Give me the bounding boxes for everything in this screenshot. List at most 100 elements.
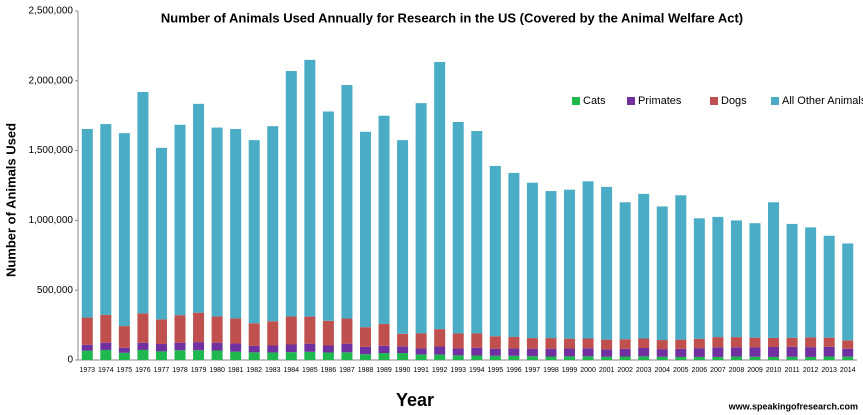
bar-segment [768,337,780,348]
x-tick-label: 1974 [98,367,114,374]
bar-segment [675,356,687,360]
bar-segment [174,124,186,316]
bar-segment [267,126,279,322]
bar-segment [730,347,742,357]
bar-segment [304,351,316,360]
bar-segment [322,345,334,353]
bar-segment [564,189,576,339]
bar-segment [174,315,186,343]
x-tick-label: 2013 [821,367,837,374]
bar-segment [211,342,223,351]
bar-segment [81,350,93,360]
bar-segment [619,356,631,360]
bar-segment [304,343,316,352]
bar-segment [267,345,279,353]
bar-segment [489,336,501,349]
bar-segment [322,352,334,360]
bar-segment [675,195,687,340]
bar-segment [378,115,390,324]
bar-segment [508,355,520,360]
bar-segment [508,348,520,356]
bar-segment [489,165,501,337]
bar-segment [712,337,724,348]
x-tick-label: 2011 [785,367,800,374]
bar-segment [118,347,130,353]
bar-segment [434,346,446,355]
bar-segment [155,343,167,352]
bar-segment [786,356,798,360]
bar-segment [601,186,613,340]
bar-segment [359,327,371,347]
x-tick-label: 1989 [376,367,392,374]
bar-segment [693,356,705,360]
y-tick-label: 500,000 [37,285,74,296]
x-tick-label: 1980 [209,367,225,374]
x-tick-label: 1986 [321,367,337,374]
x-tick-label: 2009 [747,367,763,374]
bar-segment [230,318,242,344]
bar-segment [267,321,279,346]
x-tick-label: 2003 [636,367,652,374]
x-tick-label: 1995 [488,367,504,374]
x-tick-label: 1982 [246,367,262,374]
bar-segment [415,354,427,360]
bar-segment [304,59,316,317]
x-tick-label: 1975 [117,367,133,374]
bar-segment [564,348,576,357]
bar-segment [285,352,297,360]
bar-segment [656,356,668,360]
legend-label: Dogs [721,95,747,107]
bar-segment [397,140,409,334]
bar-segment [100,124,112,315]
bar-segment [619,339,631,349]
bar-segment [823,337,835,347]
x-tick-label: 2010 [766,367,782,374]
bar-segment [730,220,742,338]
bar-segment [471,347,483,356]
bar-segment [526,182,538,339]
bar-segment [452,121,464,334]
bar-segment [693,348,705,357]
bar-segment [230,128,242,319]
bar-segment [768,202,780,338]
bar-segment [341,343,353,353]
bar-segment [452,355,464,360]
bar-segment [230,351,242,360]
bar-segment [304,316,316,344]
bar-segment [100,349,112,360]
x-tick-label: 2014 [840,367,856,374]
bar-segment [489,348,501,356]
bar-segment [248,345,260,353]
y-tick-label: 2,000,000 [29,75,74,86]
bar-segment [730,337,742,348]
bar-segment [805,347,817,357]
x-tick-label: 1979 [191,367,207,374]
bar-segment [545,191,557,339]
bar-segment [378,345,390,354]
x-tick-label: 2002 [617,367,633,374]
bar-segment [582,338,594,349]
chart-title: Number of Animals Used Annually for Rese… [161,10,743,25]
x-tick-label: 2001 [599,367,615,374]
bar-segment [805,356,817,360]
bar-segment [508,336,520,349]
bar-segment [526,338,538,349]
bar-segment [193,312,205,343]
bar-segment [823,356,835,360]
bar-segment [545,348,557,357]
bar-segment [823,235,835,338]
x-axis-label: Year [396,390,434,410]
x-tick-label: 1987 [339,367,355,374]
bar-segment [155,351,167,360]
x-tick-label: 1977 [154,367,170,374]
legend-label: Cats [583,95,606,107]
bar-segment [434,61,446,330]
bar-segment [174,342,186,351]
bar-segment [675,339,687,349]
bar-segment [322,320,334,346]
bar-segment [564,338,576,349]
x-tick-label: 2007 [710,367,726,374]
bar-segment [397,333,409,347]
x-tick-label: 2006 [692,367,708,374]
bar-segment [656,340,668,350]
